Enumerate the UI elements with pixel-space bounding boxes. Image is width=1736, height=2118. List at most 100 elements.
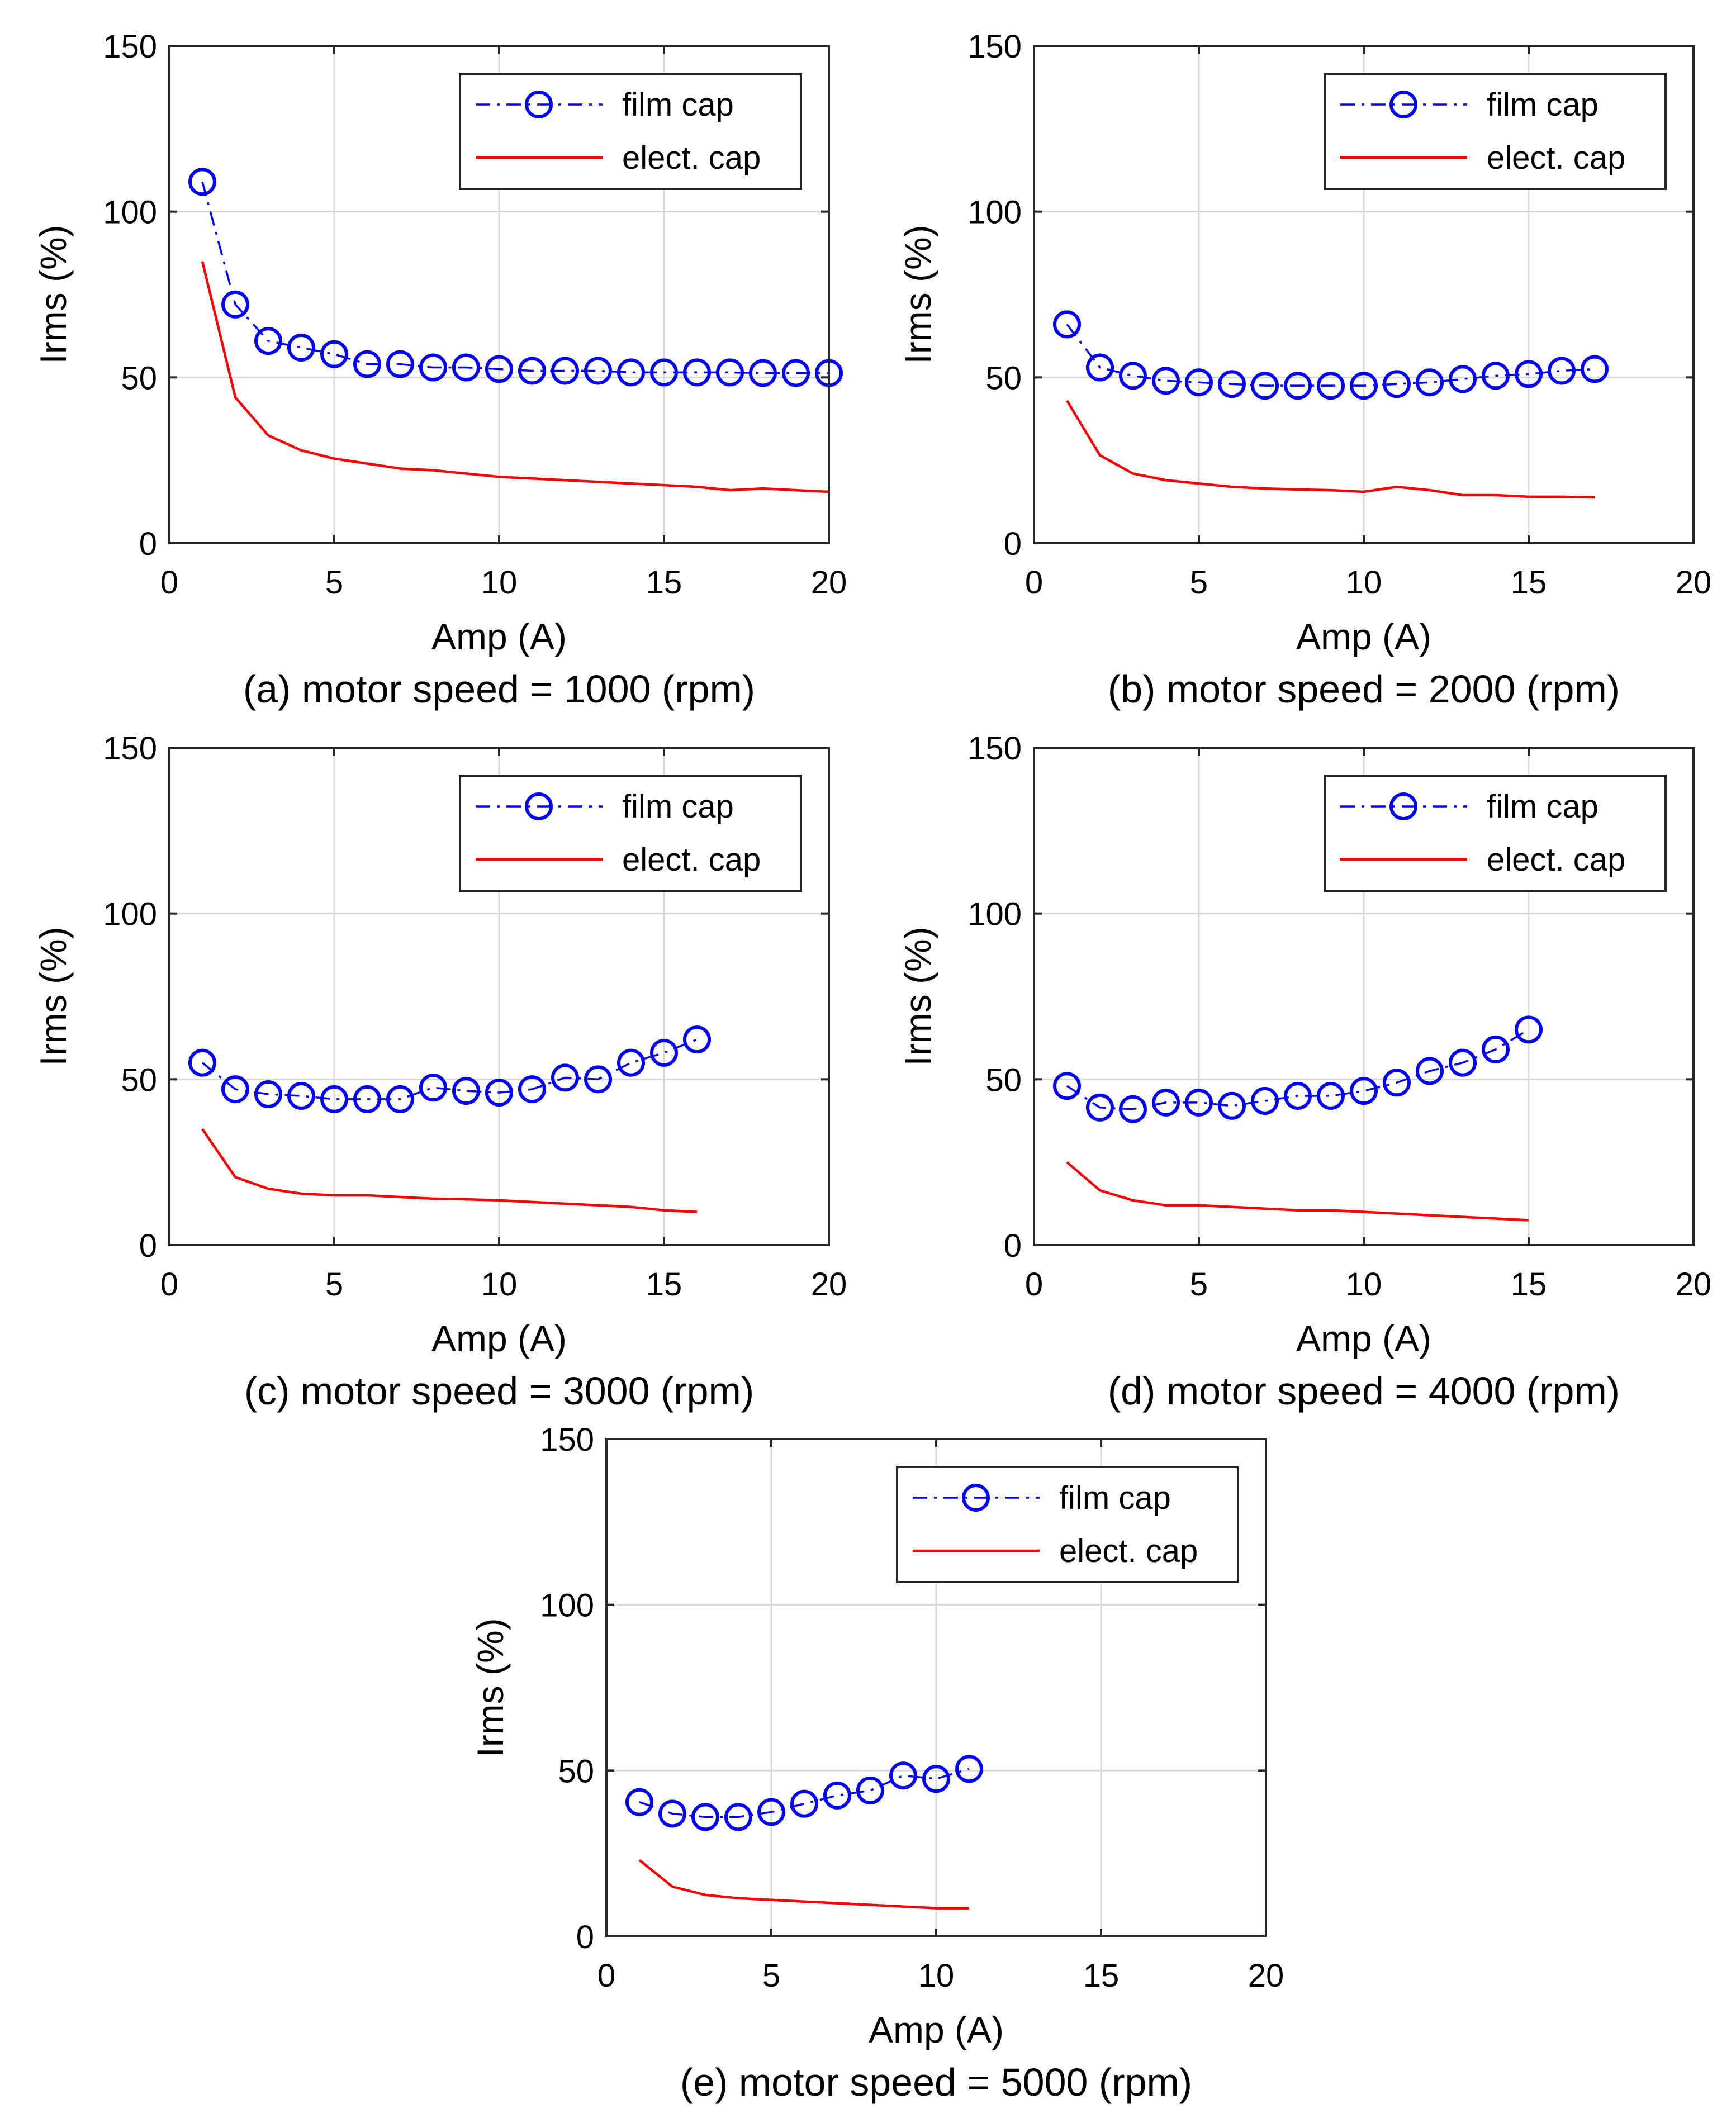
chart-panel-e: 0 5 10 15 20 0 50 100 150 Amp (A) Irms (%) (e) moto… [469,1422,1284,2104]
legend-film-cap-marker [1389,792,1417,820]
y-tick-label: 0 [139,526,157,562]
y-tick-label: 150 [967,29,1022,65]
legend-box [459,73,802,190]
film-cap-point [584,1065,612,1094]
x-tick-label: 10 [481,1266,518,1303]
x-tick-label: 15 [1511,564,1547,601]
film-cap-point [1218,1091,1246,1120]
legend-entry: film cap [1487,789,1599,825]
film-cap-point [889,1761,917,1790]
film-cap-point [287,333,315,362]
x-axis-label: Amp (A) [1296,616,1431,657]
x-tick-label: 10 [1346,564,1382,601]
film-cap-line [201,1038,698,1100]
y-tick-label: 50 [558,1753,594,1789]
x-tick-label: 0 [160,1266,178,1303]
film-cap-point [683,358,711,387]
film-cap-point [1119,1095,1147,1123]
legend: film cap elect. cap [896,1466,1239,1583]
y-tick-label: 100 [540,1588,594,1624]
legend-film-cap-marker [525,792,553,820]
film-cap-point [353,1085,381,1113]
film-cap-point [1515,360,1543,388]
film-cap-point [922,1765,950,1793]
film-cap-point [782,359,810,387]
film-cap-point [1317,1082,1345,1110]
film-cap-point [188,1048,216,1077]
x-tick-label: 0 [1025,564,1043,601]
legend-box [1324,73,1667,190]
film-cap-point [1251,372,1279,400]
film-cap-point [188,168,216,196]
film-cap-point [1317,372,1345,400]
film-cap-point [823,1781,851,1810]
panel-caption: (b) motor speed = 2000 (rpm) [1108,667,1620,711]
film-cap-point [691,1803,719,1831]
film-cap-point [1515,1015,1543,1044]
film-cap-point [658,1799,686,1828]
x-tick-label: 20 [1676,1266,1712,1303]
y-axis-label: Irms (%) [32,225,74,364]
film-cap-point [1482,362,1510,390]
x-tick-label: 10 [1346,1266,1382,1303]
film-cap-point [757,1798,785,1826]
film-cap-point [254,327,282,355]
legend-box [1324,775,1667,892]
legend-entry: elect. cap [622,140,761,176]
film-cap-point [254,1080,282,1109]
y-tick-label: 50 [121,360,157,396]
y-tick-label: 50 [985,1062,1022,1098]
film-cap-point [1416,1057,1444,1085]
x-axis-label: Amp (A) [869,2009,1004,2050]
legend: film cap elect. cap [1324,775,1667,892]
film-cap-point [1086,1093,1114,1122]
y-tick-label: 100 [103,194,157,231]
y-tick-label: 50 [985,360,1022,396]
film-cap-point [551,357,579,385]
film-cap-point [551,1063,579,1092]
film-cap-point [320,340,348,368]
film-cap-point [1482,1035,1510,1063]
film-cap-line [201,181,829,374]
film-cap-point [386,350,414,378]
legend-box [459,775,802,892]
legend-entry: elect. cap [1487,140,1625,176]
film-cap-point [1053,1072,1081,1100]
x-axis-label: Amp (A) [1296,1318,1431,1359]
y-tick-label: 150 [540,1422,594,1458]
film-cap-point [221,290,249,319]
film-cap-point [650,1038,678,1067]
legend-entry: film cap [622,789,734,825]
film-cap-point [1152,1088,1180,1117]
film-cap-point [386,1085,414,1113]
legend-entry: elect. cap [1487,842,1625,878]
chart-panel-c: 0 5 10 15 20 0 50 100 150 Amp (A) Irms (%) (c) moto… [32,730,847,1413]
film-cap-point [1053,310,1081,339]
panel-caption: (d) motor speed = 4000 (rpm) [1108,1369,1620,1413]
x-tick-label: 20 [1248,1958,1284,1994]
y-axis-label: Irms (%) [469,1618,511,1757]
x-tick-label: 15 [646,1266,682,1303]
legend-entry: film cap [1487,87,1599,123]
film-cap-point [353,350,381,378]
film-cap-point [1350,372,1378,400]
film-cap-point [790,1789,818,1818]
elect-cap-line [201,1128,698,1213]
x-tick-label: 5 [325,1266,343,1303]
film-cap-point [1581,355,1609,383]
legend-entry: film cap [622,87,734,123]
film-cap-point [320,1085,348,1113]
y-tick-label: 100 [103,896,157,933]
film-cap-point [1383,370,1411,398]
x-axis-label: Amp (A) [431,616,567,657]
film-cap-point [716,358,744,387]
film-cap-point [1218,370,1246,398]
film-cap-point [518,357,546,385]
y-tick-label: 0 [1004,526,1022,562]
panel-caption: (c) motor speed = 3000 (rpm) [244,1369,754,1413]
x-tick-label: 15 [1083,1958,1120,1994]
y-tick-label: 150 [103,29,157,65]
chart-panel-a: 0 5 10 15 20 0 50 100 150 Amp (A) Irms (%) (a) moto… [32,29,847,711]
panel-caption: (e) motor speed = 5000 (rpm) [680,2060,1192,2104]
